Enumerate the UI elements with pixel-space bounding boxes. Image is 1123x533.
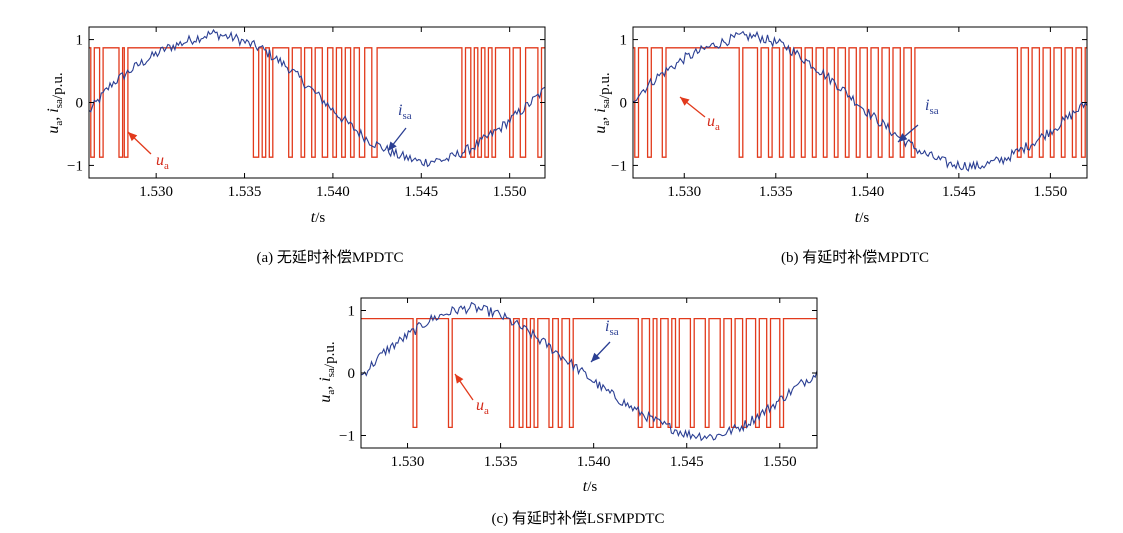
- y-tick-label: 1: [620, 33, 628, 49]
- series-isa-line: [89, 28, 545, 168]
- isa-annotation: isa: [605, 318, 619, 338]
- panel-b: 1.530 1.535 1.540 1.545 1.550 1 0 −1 t/s ua, isa/…: [592, 26, 1088, 226]
- panel-c: 1.530 1.535 1.540 1.545 1.550 1 0 −1 t/s ua, isa/…: [317, 297, 818, 495]
- x-tick-label: 1.535: [759, 184, 793, 200]
- ua-arrowhead: [128, 132, 138, 142]
- x-tick-label: 1.530: [391, 454, 425, 470]
- ua-annotation: ua: [707, 113, 720, 133]
- caption-c: (c) 有延时补偿LSFMPDTC: [492, 510, 665, 527]
- x-tick-label: 1.545: [670, 454, 704, 470]
- ua-annotation: ua: [156, 152, 169, 172]
- y-axis-label: ua, isa/p.u.: [45, 72, 66, 133]
- y-tick-label: 1: [76, 33, 84, 49]
- x-tick-label: 1.545: [942, 184, 976, 200]
- x-tick-label: 1.550: [1034, 184, 1068, 200]
- y-tick-label: 1: [348, 304, 356, 320]
- isa-arrowhead: [591, 352, 601, 362]
- x-axis-label: t/s: [583, 478, 598, 495]
- y-tick-label: 0: [348, 366, 356, 382]
- x-axis-label: t/s: [855, 209, 870, 226]
- series-isa-line: [633, 30, 1087, 172]
- x-axis-label: t/s: [311, 209, 326, 226]
- x-tick-label: 1.535: [484, 454, 518, 470]
- y-tick-label: −1: [339, 429, 355, 445]
- caption-b: (b) 有延时补偿MPDTC: [781, 249, 929, 266]
- y-tick-label: 0: [620, 96, 628, 112]
- y-tick-label: −1: [67, 158, 83, 174]
- x-tick-label: 1.535: [228, 184, 262, 200]
- y-axis-label: ua, isa/p.u.: [317, 341, 338, 402]
- isa-arrowhead: [388, 141, 397, 151]
- isa-arrowhead: [898, 133, 908, 142]
- isa-annotation: isa: [925, 97, 939, 117]
- series-ua-line: [633, 47, 1087, 158]
- x-tick-label: 1.550: [493, 184, 527, 200]
- series-ua-line: [89, 47, 545, 158]
- x-tick-label: 1.550: [763, 454, 797, 470]
- x-tick-label: 1.540: [850, 184, 884, 200]
- x-tick-label: 1.530: [139, 184, 173, 200]
- y-tick-label: −1: [611, 158, 627, 174]
- series-isa-line: [361, 301, 817, 442]
- caption-a: (a) 无延时补偿MPDTC: [256, 249, 403, 266]
- ua-arrowhead: [455, 374, 464, 384]
- ua-arrowhead: [680, 97, 690, 106]
- series-ua-line: [361, 317, 817, 429]
- x-tick-label: 1.540: [577, 454, 611, 470]
- x-tick-label: 1.540: [316, 184, 350, 200]
- ua-annotation: ua: [476, 397, 489, 417]
- x-tick-label: 1.545: [404, 184, 438, 200]
- isa-annotation: isa: [398, 102, 412, 122]
- x-tick-label: 1.530: [667, 184, 701, 200]
- y-axis-label: ua, isa/p.u.: [592, 72, 613, 133]
- y-tick-label: 0: [76, 96, 84, 112]
- panel-a: 1.530 1.535 1.540 1.545 1.550 1 0 −1 t/s ua, isa/…: [45, 26, 546, 226]
